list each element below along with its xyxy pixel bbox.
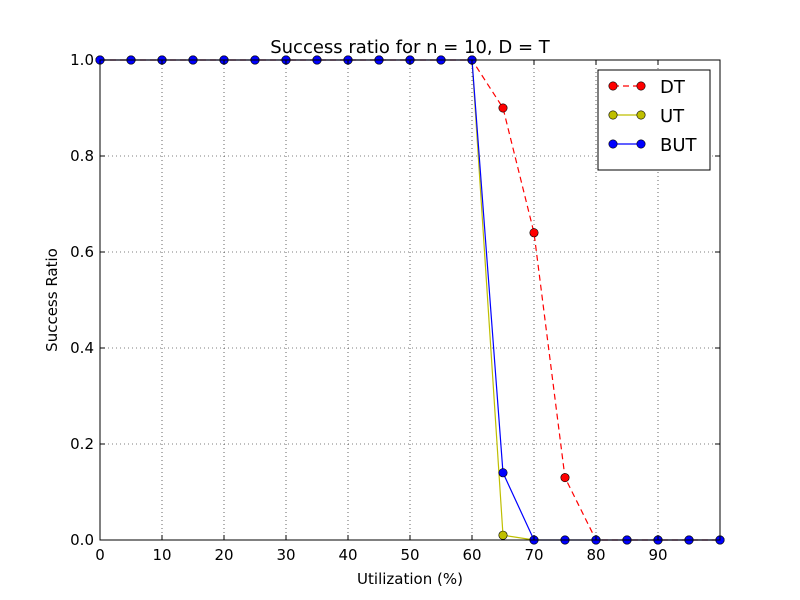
legend-marker [608, 110, 618, 120]
x-tick-label: 10 [152, 546, 171, 564]
x-tick-label: 90 [648, 546, 667, 564]
x-tick-label: 30 [276, 546, 295, 564]
legend-marker [608, 139, 618, 149]
ticks: 0 10 20 30 40 50 60 70 80 90 0.0 0.2 0.4 0.6 0.8 1.0 [70, 51, 720, 564]
legend-marker [636, 139, 646, 149]
x-tick-label: 20 [214, 546, 233, 564]
legend-entry-but: BUT [608, 135, 698, 156]
y-axis-label: Success Ratio [43, 248, 61, 352]
y-tick-label: 0.6 [70, 243, 94, 261]
x-tick-label: 50 [400, 546, 419, 564]
legend-label: DT [660, 77, 686, 98]
y-tick-label: 0.2 [70, 435, 94, 453]
data-point-ut [498, 530, 508, 540]
x-tick-label: 70 [524, 546, 543, 564]
legend-marker [636, 81, 646, 91]
legend-label: BUT [660, 135, 698, 156]
x-tick-label: 0 [95, 546, 105, 564]
x-tick-label: 80 [586, 546, 605, 564]
legend-label: UT [660, 106, 685, 127]
y-tick-label: 1.0 [70, 51, 94, 69]
data-point-dt [498, 103, 508, 113]
legend-marker [636, 110, 646, 120]
legend: DT UT BUT [597, 69, 711, 171]
data-point-dt [560, 473, 570, 483]
y-tick-label: 0.0 [70, 531, 94, 549]
y-tick-label: 0.4 [70, 339, 94, 357]
x-tick-label: 60 [462, 546, 481, 564]
x-tick-label: 40 [338, 546, 357, 564]
y-tick-label: 0.8 [70, 147, 94, 165]
data-point-dt [529, 228, 539, 238]
legend-marker [608, 81, 618, 91]
chart-title: Success ratio for n = 10, D = T [270, 37, 551, 58]
x-axis-label: Utilization (%) [357, 570, 463, 588]
legend-entry-dt: DT [608, 77, 686, 98]
legend-entry-ut: UT [608, 106, 685, 127]
data-point-but [498, 468, 508, 478]
